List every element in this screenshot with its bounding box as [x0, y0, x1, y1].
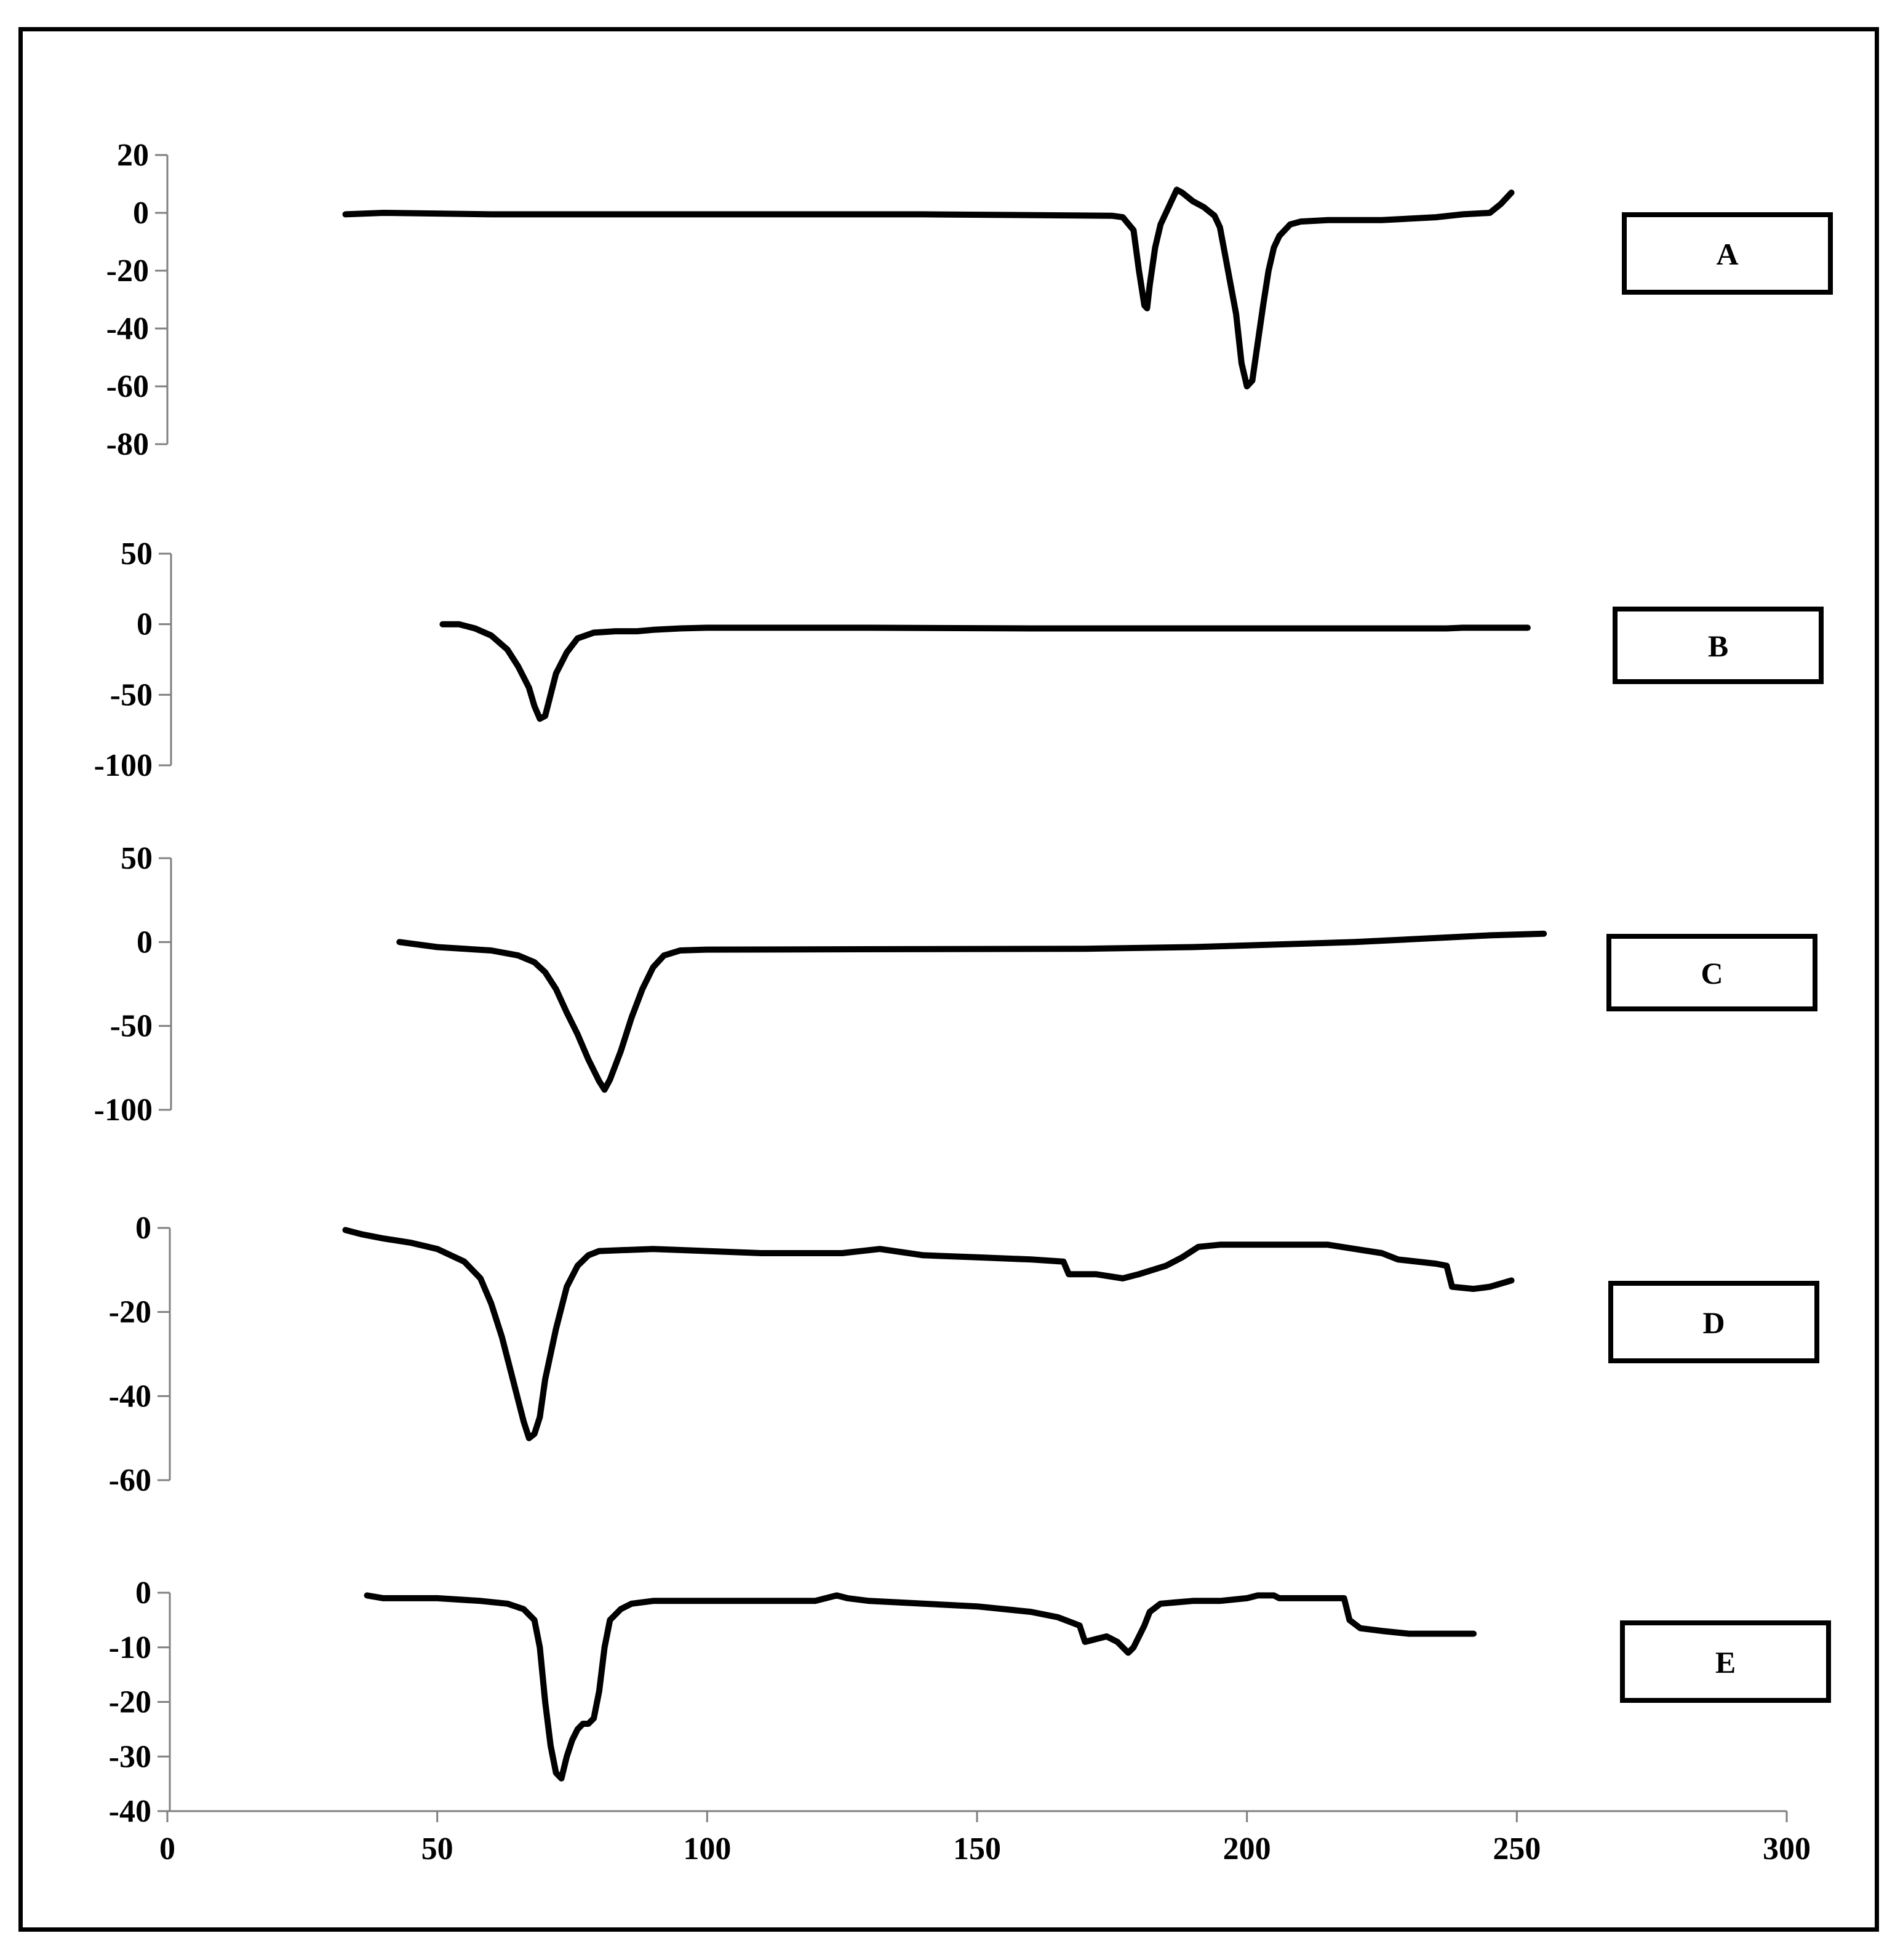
y-tick-label-c: 0	[137, 925, 153, 960]
y-tick-label-a: -20	[106, 253, 149, 289]
y-tick-label-a: 0	[133, 196, 149, 231]
y-tick-label-a: -40	[106, 311, 149, 346]
x-tick-label: 100	[683, 1831, 731, 1866]
y-tick-label-d: -40	[109, 1379, 151, 1414]
y-tick-label-e: -40	[109, 1794, 151, 1829]
x-tick-label: 300	[1763, 1831, 1811, 1866]
series-line-c	[396, 930, 1547, 1093]
label-box-a	[1622, 212, 1833, 295]
y-tick-label-d: 0	[135, 1211, 151, 1246]
series-line-d	[342, 1227, 1515, 1441]
y-tick-label-d: -60	[109, 1463, 151, 1498]
y-tick-label-a: -80	[106, 427, 149, 462]
label-box-d	[1608, 1281, 1819, 1363]
series-line-e	[364, 1592, 1477, 1782]
y-tick-label-a: -60	[106, 369, 149, 404]
y-tick-label-b: -50	[110, 677, 153, 712]
y-tick-label-e: -20	[109, 1685, 151, 1720]
label-box-c	[1606, 934, 1817, 1011]
y-tick-label-e: -10	[109, 1630, 151, 1665]
y-tick-label-c: -100	[94, 1093, 153, 1128]
label-box-text-c: C	[1701, 956, 1723, 990]
x-tick-label: 250	[1493, 1831, 1541, 1866]
label-box-text-e: E	[1715, 1645, 1736, 1679]
label-box-text-b: B	[1708, 629, 1728, 663]
series-line-a	[342, 186, 1515, 389]
y-tick-label-e: 0	[135, 1576, 151, 1611]
y-tick-label-c: -50	[110, 1009, 153, 1044]
figure-frame	[18, 27, 1879, 1932]
y-tick-label-b: -100	[94, 748, 153, 783]
label-box-b	[1613, 607, 1824, 684]
x-tick-label: 50	[421, 1831, 453, 1866]
y-tick-label-b: 50	[121, 536, 153, 572]
y-tick-label-c: 50	[121, 841, 153, 876]
x-tick-label: 150	[953, 1831, 1001, 1866]
label-box-text-a: A	[1716, 237, 1738, 271]
label-box-text-d: D	[1702, 1305, 1725, 1340]
y-tick-label-b: 0	[137, 607, 153, 642]
y-tick-label-a: 20	[117, 138, 149, 173]
y-tick-label-e: -30	[109, 1739, 151, 1774]
series-line-b	[439, 621, 1531, 722]
x-tick-label: 0	[159, 1831, 175, 1866]
x-tick-label: 200	[1223, 1831, 1271, 1866]
y-tick-label-d: -20	[109, 1295, 151, 1330]
label-box-e	[1620, 1620, 1831, 1703]
